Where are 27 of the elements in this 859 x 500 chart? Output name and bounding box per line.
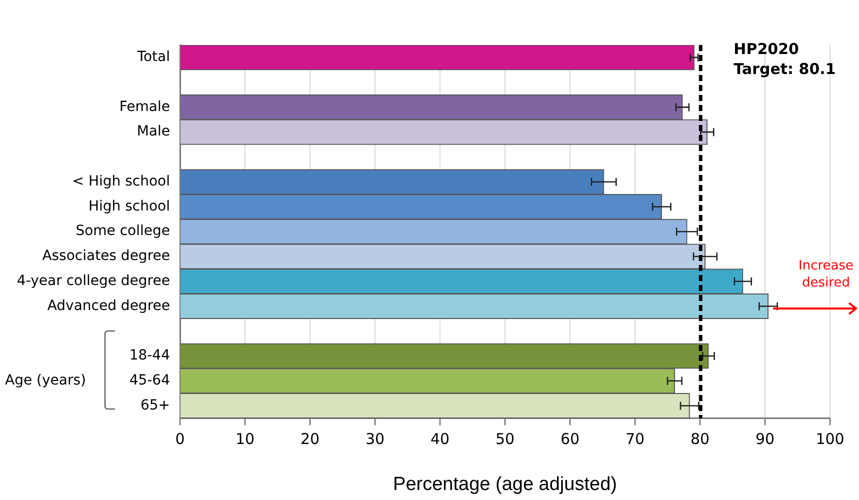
y-tick-label: 45-64 <box>129 372 170 389</box>
x-tick-label: 70 <box>625 430 645 448</box>
y-tick-label: Advanced degree <box>47 298 170 314</box>
annotation: Increase desired <box>798 258 854 290</box>
x-tick-label: 90 <box>755 430 775 448</box>
x-axis-title: Percentage (age adjusted) <box>393 474 617 495</box>
y-tick-label: 18-44 <box>129 348 170 364</box>
x-tick-label: 40 <box>430 430 450 448</box>
y-tick-label: Total <box>136 49 170 66</box>
y-tick-label: Male <box>136 124 170 140</box>
x-tick-label: 50 <box>495 430 515 448</box>
y-tick-label: Female <box>119 98 170 115</box>
y-tick-label: High school <box>88 198 170 214</box>
x-tick-label: 30 <box>365 430 385 448</box>
y-tick-label: 65+ <box>140 397 170 414</box>
y-tick-label: < High school <box>72 173 170 190</box>
x-tick-label: 10 <box>235 430 255 448</box>
y-tick-label: Some college <box>76 223 170 240</box>
ref-line-label: HP2020 Target: 80.1 <box>734 40 836 78</box>
x-tick-label: 80 <box>690 430 710 448</box>
y-tick-label: Associates degree <box>42 248 170 264</box>
x-tick-label: 20 <box>300 430 320 448</box>
x-tick-label: 100 <box>816 430 844 448</box>
y-tick-label: 4-year college degree <box>16 273 170 289</box>
x-tick-label: 60 <box>560 430 580 448</box>
text: Age (years) <box>5 372 86 389</box>
x-tick-label: 0 <box>175 430 185 448</box>
